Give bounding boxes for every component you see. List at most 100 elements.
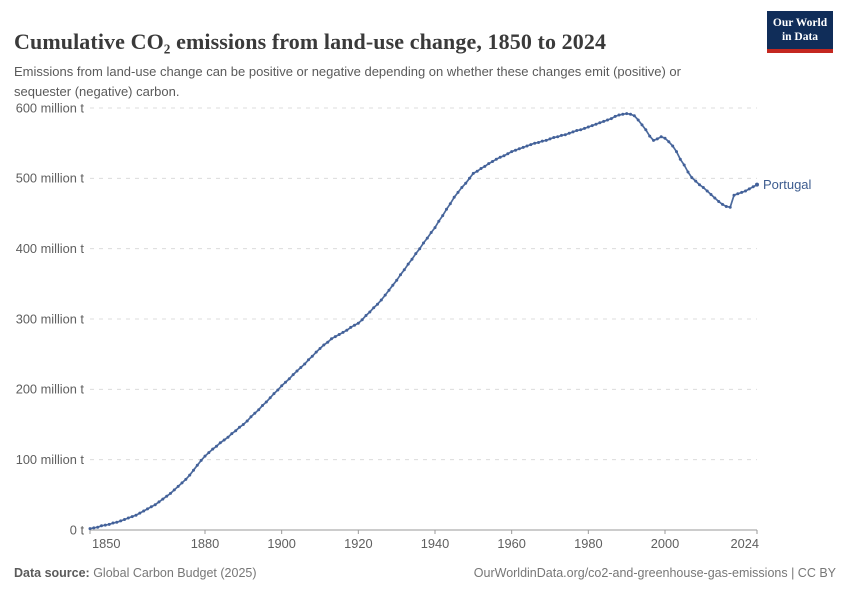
owid-logo[interactable]: Our World in Data	[767, 11, 833, 53]
data-point-marker	[586, 125, 590, 129]
owid-logo-line2: in Data	[781, 31, 819, 44]
data-point-marker	[441, 214, 445, 218]
data-point-marker	[617, 113, 621, 117]
data-point-marker	[671, 144, 675, 148]
y-tick-label: 500 million t	[16, 171, 85, 186]
data-point-marker	[123, 518, 126, 521]
data-point-marker	[222, 438, 226, 442]
data-point-marker	[253, 411, 257, 415]
data-point-marker	[264, 400, 268, 404]
data-point-marker	[552, 136, 556, 139]
series-label-portugal[interactable]: Portugal	[763, 177, 812, 192]
data-point-marker	[598, 121, 602, 125]
y-tick-label: 0 t	[70, 522, 85, 537]
data-point-marker	[353, 323, 356, 327]
data-point-marker	[579, 128, 583, 132]
data-point-marker	[659, 135, 663, 139]
data-point-marker	[567, 131, 571, 135]
data-point-marker	[364, 314, 368, 317]
data-point-marker	[686, 170, 690, 174]
data-point-marker	[690, 176, 694, 180]
data-point-marker	[360, 318, 364, 322]
data-point-marker	[675, 150, 678, 154]
x-tick-label: 1850	[92, 536, 120, 551]
data-point-marker	[460, 186, 464, 189]
data-point-marker	[383, 293, 387, 297]
x-tick-label: 2000	[651, 536, 679, 551]
data-point-marker	[169, 491, 172, 495]
data-point-marker	[318, 347, 322, 350]
data-point-marker	[146, 507, 149, 511]
credit-link[interactable]: OurWorldinData.org/co2-and-greenhouse-ga…	[473, 566, 836, 580]
data-point-marker	[644, 128, 648, 132]
data-point-marker	[337, 333, 341, 336]
x-tick-label: 2024	[731, 536, 759, 551]
data-point-marker	[575, 129, 579, 132]
chart-title: Cumulative CO₂ emissions from land-use c…	[14, 28, 607, 54]
data-point-marker	[368, 310, 372, 314]
data-source: Data source: Global Carbon Budget (2025)	[14, 566, 257, 580]
data-point-marker	[740, 190, 744, 194]
data-point-marker	[414, 252, 418, 256]
data-point-marker	[425, 236, 429, 240]
data-point-marker	[724, 205, 728, 208]
data-point-marker	[230, 432, 234, 436]
data-point-marker	[548, 137, 552, 141]
data-point-marker	[176, 484, 180, 488]
data-point-marker	[629, 112, 632, 116]
data-point-marker	[655, 137, 659, 141]
data-point-marker	[713, 196, 717, 200]
data-point-marker	[376, 302, 379, 306]
data-point-marker	[299, 366, 303, 369]
data-point-marker	[314, 350, 318, 354]
data-point-marker	[130, 515, 134, 519]
data-point-marker	[100, 524, 103, 528]
data-point-marker	[709, 193, 713, 196]
data-point-marker	[188, 473, 192, 477]
data-point-marker	[310, 354, 314, 358]
data-point-marker	[295, 369, 299, 373]
data-point-marker	[333, 335, 337, 339]
data-point-marker	[563, 133, 567, 137]
data-point-marker	[632, 114, 636, 118]
x-tick-label: 1980	[574, 536, 602, 551]
data-point-marker	[92, 526, 96, 530]
data-point-marker	[736, 192, 740, 196]
data-point-marker	[537, 141, 540, 144]
data-point-marker	[594, 122, 598, 126]
data-point-marker	[184, 477, 188, 481]
y-tick-label: 200 million t	[16, 382, 85, 397]
portugal-line[interactable]	[89, 112, 758, 530]
data-point-marker	[272, 392, 276, 396]
data-point-marker	[429, 231, 433, 234]
data-point-marker	[464, 181, 468, 185]
data-point-marker	[234, 429, 238, 433]
data-point-marker	[341, 330, 345, 334]
data-point-marker	[291, 373, 295, 377]
data-point-marker	[517, 147, 521, 151]
data-point-marker	[172, 488, 176, 492]
data-point-marker	[433, 226, 437, 230]
data-point-marker	[732, 193, 736, 197]
data-point-marker	[345, 328, 349, 332]
data-point-marker	[606, 118, 609, 122]
data-point-marker	[199, 458, 203, 462]
data-point-marker	[445, 207, 448, 211]
chart-subtitle: Emissions from land-use change can be po…	[14, 64, 681, 99]
data-point-marker	[276, 388, 280, 392]
data-point-marker	[268, 396, 272, 400]
data-point-marker	[261, 404, 264, 407]
x-tick-label: 1920	[344, 536, 372, 551]
data-point-marker	[648, 134, 652, 138]
data-point-marker	[609, 117, 613, 121]
data-point-marker	[406, 262, 410, 266]
data-source-value: Global Carbon Budget (2025)	[89, 566, 257, 580]
data-point-marker	[506, 152, 510, 156]
data-point-marker	[701, 186, 705, 189]
data-point-marker	[636, 118, 640, 122]
data-point-marker	[211, 447, 215, 451]
data-point-marker	[487, 162, 491, 166]
data-point-marker	[379, 298, 383, 302]
data-point-marker	[322, 343, 326, 347]
data-point-marker	[544, 138, 548, 142]
